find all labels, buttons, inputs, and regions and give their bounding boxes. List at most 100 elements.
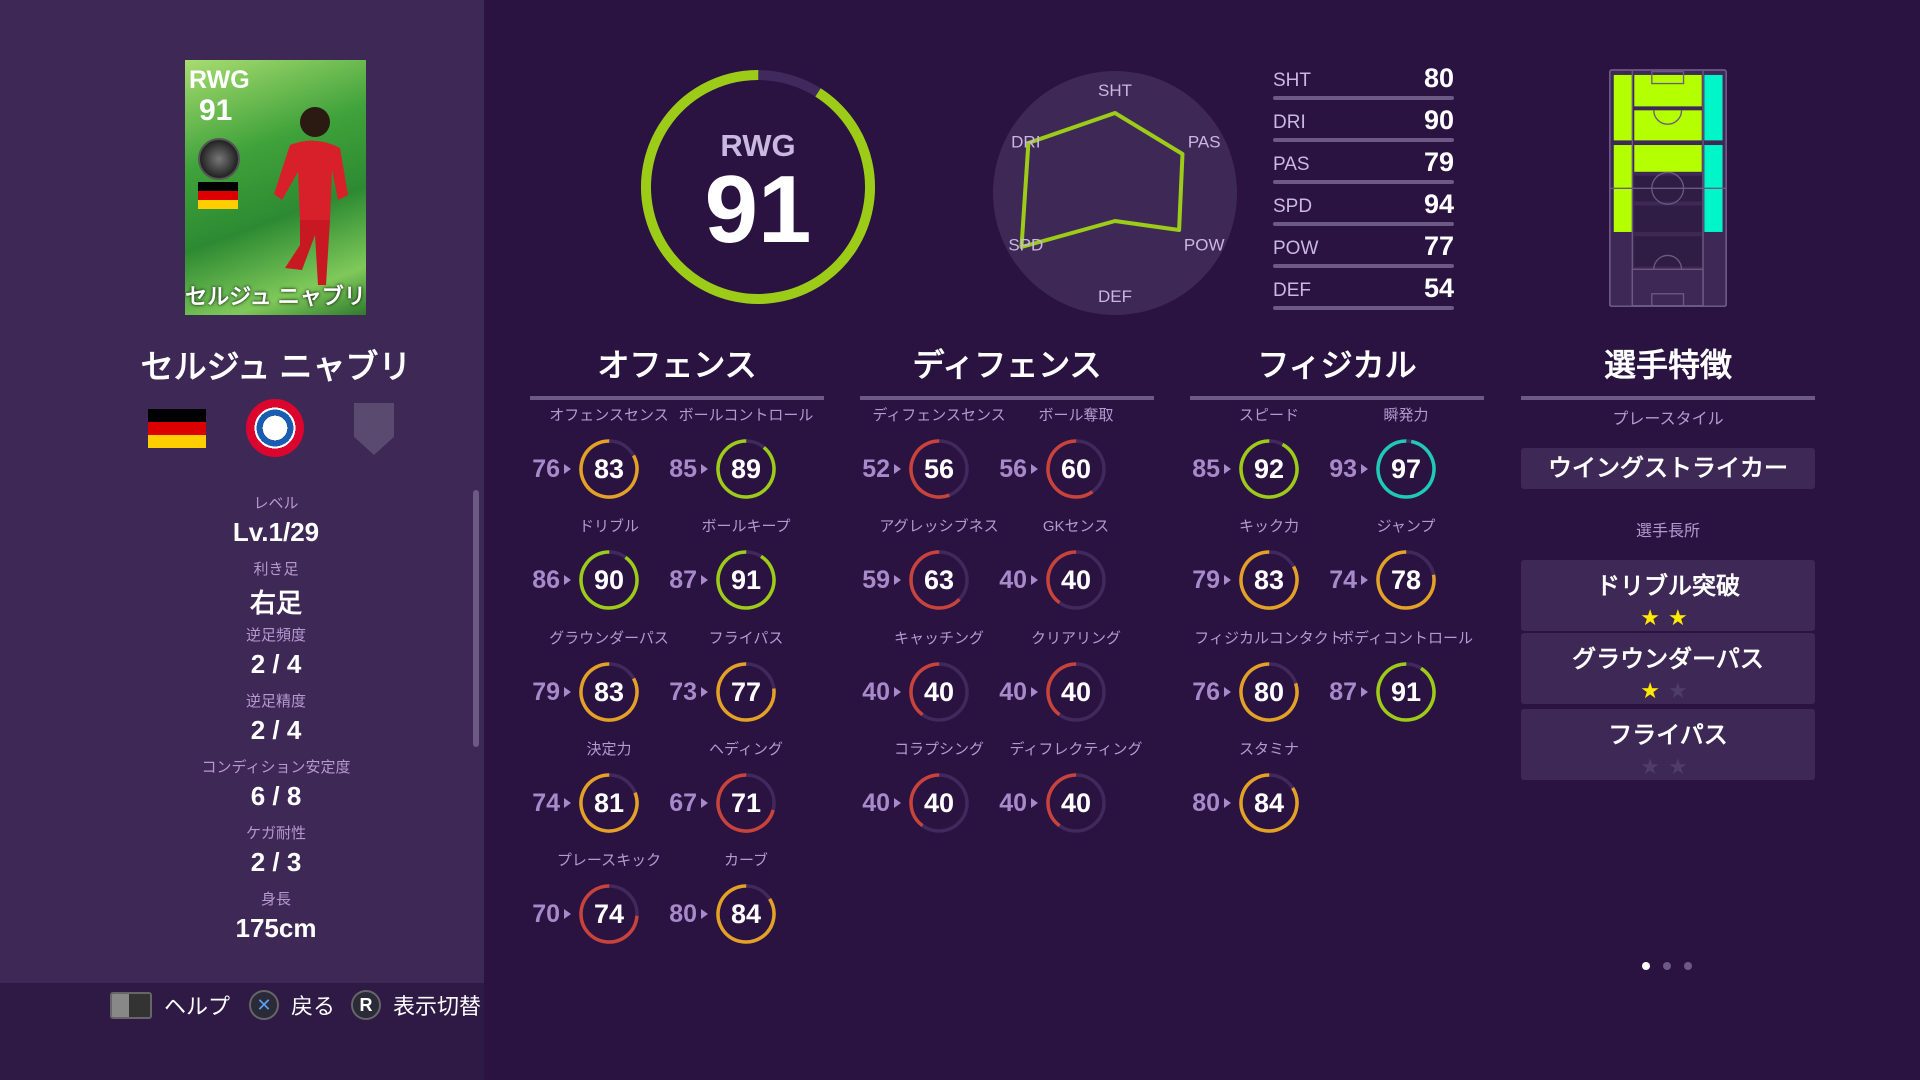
summary-stat-bar: [1273, 264, 1454, 268]
strength-name: グラウンダーパス: [1572, 646, 1764, 673]
info-item: 利き足 右足: [0, 558, 552, 620]
stat-value: 40: [1060, 676, 1092, 707]
summary-stat-bar: [1273, 222, 1454, 226]
arrow-right-icon: [1361, 464, 1368, 474]
stat-ring: [716, 661, 776, 722]
summary-stat-value: 90: [1423, 105, 1454, 135]
stat-ring-fill: [1239, 550, 1299, 611]
radar-label-pow: POW: [1184, 236, 1225, 255]
radar-shape: [1019, 111, 1185, 249]
stat-value: 91: [730, 565, 762, 596]
info-value: 2 / 4: [250, 649, 302, 679]
info-label: 逆足精度: [245, 693, 306, 710]
stat-base-value: 76: [1192, 677, 1220, 706]
stat-ring: [909, 773, 969, 833]
germany-flag-icon: [198, 182, 238, 209]
stat-ring-fill: [1239, 773, 1299, 833]
stat-ring-fill: [1046, 773, 1106, 833]
stat-ring: [579, 773, 639, 833]
summary-stat-key: SPD: [1273, 196, 1313, 217]
arrow-right-icon: [1031, 464, 1038, 474]
stat-label: GKセンス: [1042, 518, 1110, 536]
summary-stat-value: 80: [1423, 63, 1454, 93]
arrow-right-icon: [1031, 575, 1038, 586]
arrow-right-icon: [564, 686, 571, 697]
position-map: [1608, 69, 1728, 307]
info-value: 6 / 8: [250, 781, 302, 811]
info-item: ケガ耐性 2 / 3: [0, 822, 552, 878]
radar-background: [993, 71, 1237, 315]
stat-label: ボールキープ: [701, 518, 791, 536]
stat-ring: [1239, 773, 1299, 833]
stat-base-value: 56: [999, 455, 1027, 483]
summary-stat-row: SPD 94: [1273, 189, 1454, 226]
page-dot[interactable]: [1663, 962, 1671, 970]
info-value: 2 / 3: [250, 847, 302, 877]
arrow-right-icon: [894, 464, 901, 474]
playstyle-value: ウイングストライカー: [1548, 455, 1788, 482]
arrow-right-icon: [1224, 797, 1231, 808]
info-value: 右足: [249, 588, 302, 618]
radar-label-sht: SHT: [1098, 81, 1132, 100]
stat-value: 40: [923, 787, 955, 818]
stat-ring: [909, 550, 969, 611]
stat-ring: [1046, 773, 1106, 833]
arrow-right-icon: [701, 909, 708, 920]
stat-value: 83: [1253, 565, 1285, 596]
stat-value: 56: [923, 454, 955, 484]
stat-label: スタミナ: [1238, 740, 1299, 758]
arrow-right-icon: [701, 464, 708, 474]
page-dot[interactable]: [1642, 962, 1650, 970]
stat-value: 81: [593, 787, 625, 818]
stat-ring: [1239, 661, 1299, 722]
stat-base-value: 70: [532, 900, 560, 929]
stat-base-value: 80: [1192, 788, 1220, 817]
button-hint-bar: [0, 983, 484, 1080]
stat-label: ディフェンスセンス: [872, 407, 1006, 424]
stat-base-value: 40: [999, 677, 1027, 706]
info-item: 逆足頻度 2 / 4: [0, 624, 552, 680]
stat-ring-fill: [1046, 661, 1106, 722]
arrow-right-icon: [894, 797, 901, 808]
stat-base-value: 40: [999, 566, 1027, 595]
stat-ring: [1376, 661, 1436, 722]
page-dot[interactable]: [1684, 962, 1692, 970]
stat-label: ボール奪取: [1038, 407, 1114, 424]
stat-label: スピード: [1238, 407, 1299, 424]
radar-label-pas: PAS: [1188, 133, 1221, 152]
stat-label: プレースキック: [556, 852, 662, 870]
summary-stat-key: PAS: [1273, 154, 1310, 175]
summary-stat-bar: [1273, 138, 1454, 142]
star-rating: ★★: [1521, 605, 1815, 631]
strength-name: ドリブル突破: [1596, 573, 1740, 600]
player-card: RWG 91 セルジュ ニャブリ: [185, 60, 366, 315]
stat-ring-fill: [579, 550, 639, 611]
arrow-right-icon: [564, 797, 571, 808]
radar-label-def: DEF: [1098, 287, 1132, 306]
playstyle-box: ウイングストライカー: [1521, 448, 1815, 489]
strength-box: ドリブル突破 ★★: [1521, 560, 1815, 631]
info-label: 身長: [260, 891, 291, 908]
stat-base-value: 93: [1329, 455, 1357, 483]
stat-base-value: 79: [532, 677, 560, 706]
info-scrollbar[interactable]: [473, 490, 479, 747]
help-button[interactable]: ヘルプ: [110, 990, 230, 1020]
stat-value: 83: [593, 676, 625, 707]
club-logo-icon: [246, 399, 304, 457]
stat-value: 40: [923, 676, 955, 707]
back-button[interactable]: ✕ 戻る: [249, 990, 335, 1020]
toggle-view-button[interactable]: R 表示切替: [351, 990, 481, 1020]
star-filled-icon: ★: [1640, 678, 1668, 703]
stat-label: ボールコントロール: [678, 407, 814, 424]
stat-label: コラプシング: [893, 740, 984, 758]
overall-position: RWG: [720, 128, 796, 163]
stat-ring-fill: [1046, 550, 1106, 611]
star-filled-icon: ★: [1668, 605, 1696, 630]
info-item: コンディション安定度 6 / 8: [0, 756, 552, 812]
player-name: セルジュ ニャブリ: [140, 348, 412, 385]
stat-base-value: 73: [669, 677, 697, 706]
stat-label: フライパス: [708, 629, 784, 647]
stat-value: 84: [730, 899, 762, 930]
overall-rating: 91: [704, 156, 812, 263]
stat-ring: [579, 884, 639, 944]
